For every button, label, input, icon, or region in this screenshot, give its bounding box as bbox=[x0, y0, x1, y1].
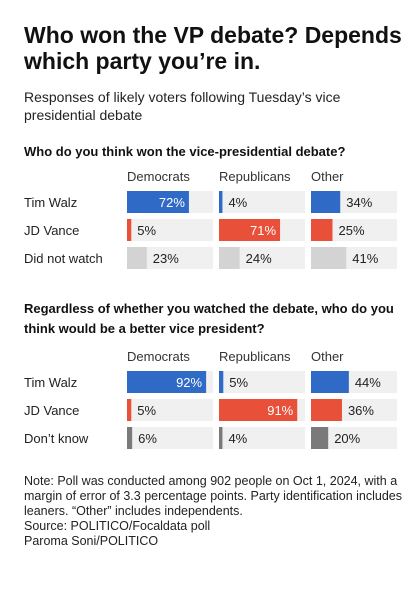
row-label: JD Vance bbox=[24, 223, 79, 238]
bar-chart-won-debate-r1-c1 bbox=[219, 219, 281, 241]
data-label: 20% bbox=[334, 431, 360, 446]
data-label: 92% bbox=[176, 375, 202, 390]
data-label: 5% bbox=[229, 375, 248, 390]
bar-track bbox=[127, 427, 213, 449]
bar-chart-won-debate-r2-c0 bbox=[127, 247, 147, 269]
row-label: Tim Walz bbox=[24, 375, 77, 390]
chart-title: Who won the VP debate? Depends which par… bbox=[24, 22, 402, 74]
column-header-other: Other bbox=[311, 349, 344, 364]
chart-better-vp: Democrats Republicans Other Tim Walz 92% 5% 44… bbox=[24, 349, 397, 449]
column-header-republicans: Republicans bbox=[219, 169, 291, 184]
column-header-democrats: Democrats bbox=[127, 349, 190, 364]
bar-chart-better-vp-r1-c0 bbox=[127, 399, 132, 421]
question-2: Regardless of whether you watched the de… bbox=[24, 301, 394, 336]
bar-track bbox=[127, 219, 213, 241]
note-text: Note: Poll was conducted among 902 peopl… bbox=[24, 474, 402, 518]
data-label: 44% bbox=[355, 375, 381, 390]
bar-chart-won-debate-r0-c2 bbox=[311, 191, 341, 213]
bar-track bbox=[311, 427, 397, 449]
bar-chart-better-vp-r2-c1 bbox=[219, 427, 223, 449]
source-text: Source: POLITICO/Focaldata poll bbox=[24, 519, 211, 533]
data-label: 4% bbox=[228, 195, 247, 210]
bar-track bbox=[219, 191, 305, 213]
data-label: 72% bbox=[159, 195, 185, 210]
question-1: Who do you think won the vice-presidenti… bbox=[24, 144, 346, 159]
bar-chart-better-vp-r2-c0 bbox=[127, 427, 133, 449]
data-label: 5% bbox=[137, 403, 156, 418]
bar-track bbox=[219, 247, 305, 269]
credit-text: Paroma Soni/POLITICO bbox=[24, 534, 159, 548]
bar-chart-better-vp-r0-c0 bbox=[127, 371, 207, 393]
bar-chart-better-vp-r0-c2 bbox=[311, 371, 349, 393]
column-header-other: Other bbox=[311, 169, 344, 184]
data-label: 91% bbox=[267, 403, 293, 418]
column-header-republicans: Republicans bbox=[219, 349, 291, 364]
data-label: 36% bbox=[348, 403, 374, 418]
row-label: Don’t know bbox=[24, 431, 89, 446]
row-label: Did not watch bbox=[24, 251, 103, 266]
chart-subtitle: Responses of likely voters following Tue… bbox=[24, 89, 341, 123]
data-label: 4% bbox=[228, 431, 247, 446]
bar-chart-won-debate-r1-c0 bbox=[127, 219, 132, 241]
bar-chart-better-vp-r1-c2 bbox=[311, 399, 342, 421]
data-label: 25% bbox=[339, 223, 365, 238]
footnote: Note: Poll was conducted among 902 peopl… bbox=[24, 474, 404, 549]
bar-track bbox=[219, 427, 305, 449]
data-label: 5% bbox=[137, 223, 156, 238]
column-header-democrats: Democrats bbox=[127, 169, 190, 184]
row-label: JD Vance bbox=[24, 403, 79, 418]
data-label: 34% bbox=[346, 195, 372, 210]
data-label: 71% bbox=[250, 223, 276, 238]
bar-chart-better-vp-r2-c2 bbox=[311, 427, 329, 449]
data-label: 41% bbox=[352, 251, 378, 266]
bar-chart-better-vp-r1-c1 bbox=[219, 399, 298, 421]
bar-chart-won-debate-r2-c1 bbox=[219, 247, 240, 269]
data-label: 23% bbox=[153, 251, 179, 266]
bar-chart-better-vp-r0-c1 bbox=[219, 371, 224, 393]
bar-track bbox=[127, 247, 213, 269]
bar-chart-won-debate-r0-c1 bbox=[219, 191, 223, 213]
bar-chart-won-debate-r2-c2 bbox=[311, 247, 347, 269]
data-label: 6% bbox=[138, 431, 157, 446]
bar-chart-won-debate-r1-c2 bbox=[311, 219, 333, 241]
data-label: 24% bbox=[246, 251, 272, 266]
bar-track bbox=[219, 371, 305, 393]
chart-won-debate: Democrats Republicans Other Tim Walz 72% 4% 34… bbox=[24, 169, 397, 269]
bar-chart-won-debate-r0-c0 bbox=[127, 191, 189, 213]
row-label: Tim Walz bbox=[24, 195, 77, 210]
bar-track bbox=[127, 399, 213, 421]
